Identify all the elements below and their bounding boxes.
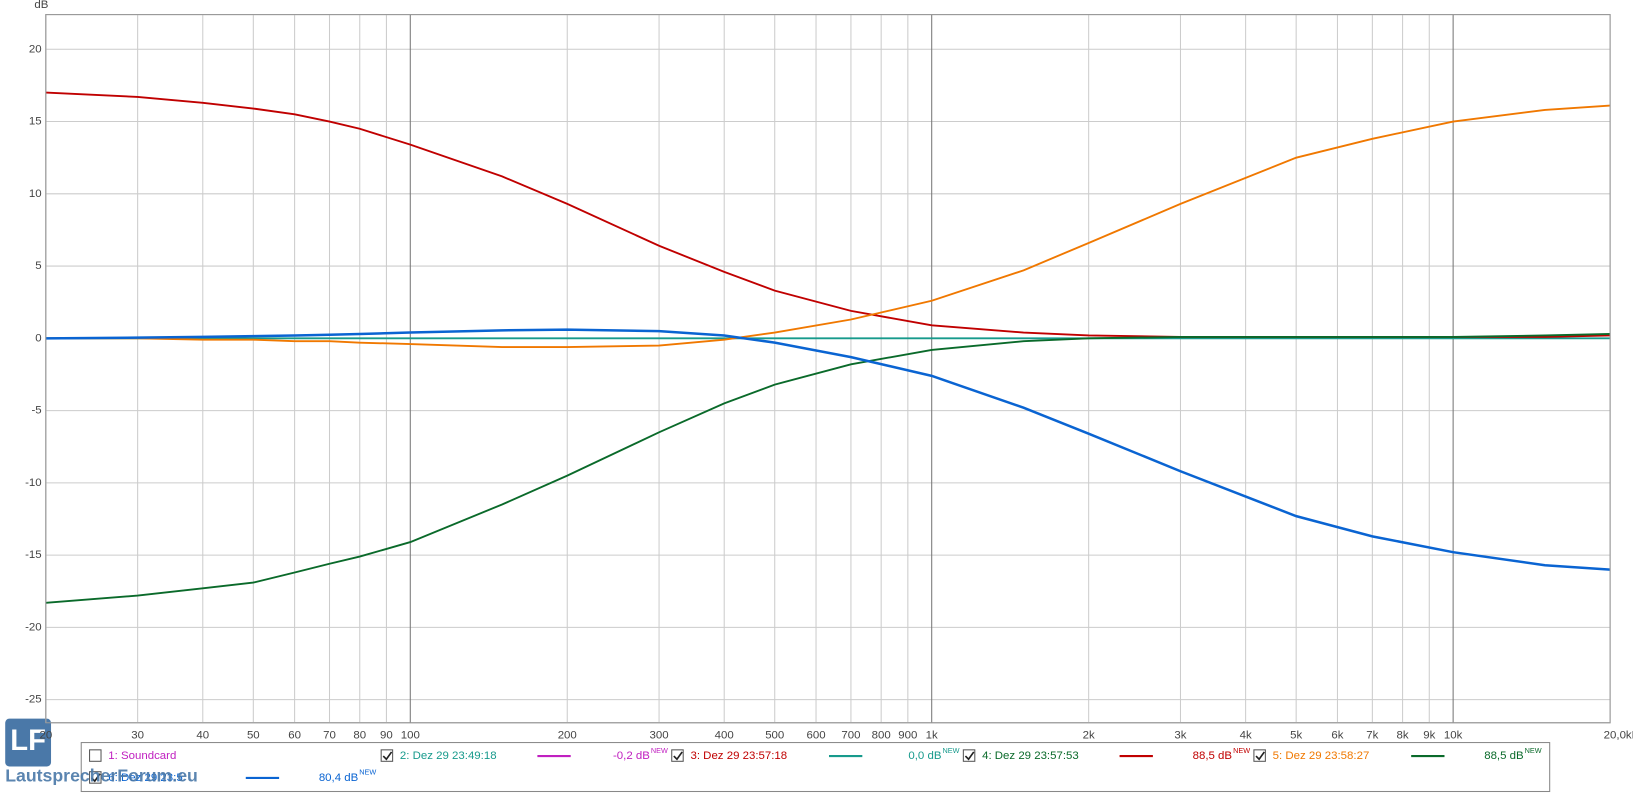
x-tick-label: 5k xyxy=(1290,729,1302,741)
x-tick-label: 800 xyxy=(872,729,891,741)
logo-text: LF xyxy=(10,725,46,757)
legend-label: 6: Dez 29 23:5 xyxy=(108,772,182,784)
legend-item[interactable]: 3: Dez 29 23:57:18 88,5 dB NEW xyxy=(671,746,1250,762)
x-tick-label: 300 xyxy=(650,729,669,741)
checkmark xyxy=(673,751,683,761)
checkmark xyxy=(964,751,975,761)
x-tick-label: 2k xyxy=(1083,729,1095,741)
legend-level: -0,2 dB xyxy=(613,750,650,762)
x-tick-label: 900 xyxy=(898,729,917,741)
legend-level: 0,0 dB xyxy=(908,750,941,762)
legend-item[interactable]: 2: Dez 29 23:49:18 0,0 dB NEW xyxy=(380,746,960,762)
legend-item[interactable]: 6: Dez 29 23:5 80,4 dB NEW xyxy=(89,768,377,784)
y-tick-label: -10 xyxy=(25,477,42,489)
checkbox[interactable] xyxy=(89,749,102,762)
x-tick-label: 200 xyxy=(558,729,577,741)
y-tick-label: 0 xyxy=(35,332,41,344)
legend-label: 3: Dez 29 23:57:18 xyxy=(690,750,787,762)
x-tick-label: 400 xyxy=(715,729,734,741)
x-tick-label: 20 xyxy=(39,729,52,741)
x-tick-label: 100 xyxy=(401,729,420,741)
y-tick-label: 10 xyxy=(29,188,42,200)
legend-item[interactable]: 1: Soundcard -0,2 dB NEW xyxy=(89,746,668,762)
x-tick-label: 600 xyxy=(806,729,825,741)
new-badge: NEW xyxy=(651,746,668,755)
x-tick-label: 80 xyxy=(353,729,366,741)
new-badge: NEW xyxy=(943,746,960,755)
logo xyxy=(5,718,52,767)
checkbox[interactable] xyxy=(1253,749,1266,762)
legend-label: 2: Dez 29 23:49:18 xyxy=(400,750,497,762)
y-tick-label: 15 xyxy=(29,116,42,128)
legend-label: 5: Dez 29 23:58:27 xyxy=(1273,750,1370,762)
y-tick-label: -15 xyxy=(25,549,42,561)
legend-level: 88,5 dB xyxy=(1484,750,1524,762)
data-line xyxy=(45,104,1611,348)
x-tick-label: 3k xyxy=(1174,729,1186,741)
x-tick-label: 50 xyxy=(247,729,260,741)
y-tick-label: -25 xyxy=(25,694,42,706)
new-badge: NEW xyxy=(359,768,376,777)
plot-area xyxy=(45,14,1611,724)
checkbox[interactable] xyxy=(962,749,976,762)
x-tick-label: 10k xyxy=(1444,729,1463,741)
checkmark xyxy=(382,751,393,761)
legend-item[interactable]: 4: Dez 29 23:57:53 88,5 dB NEW xyxy=(962,746,1542,762)
checkbox[interactable] xyxy=(89,771,102,784)
x-tick-label: 70 xyxy=(323,729,336,741)
new-badge: NEW xyxy=(1525,746,1542,755)
checkmark xyxy=(91,773,101,783)
watermark: LautsprecherForum.eu xyxy=(5,766,198,786)
new-badge: NEW xyxy=(1233,746,1250,755)
x-tick-label: 20,0kHz xyxy=(1604,729,1633,741)
y-axis-label: dB xyxy=(34,0,48,11)
x-tick-label: 30 xyxy=(131,729,144,741)
x-tick-label: 8k xyxy=(1397,729,1409,741)
legend-label: 4: Dez 29 23:57:53 xyxy=(982,750,1079,762)
checkmark xyxy=(1255,751,1266,761)
x-tick-label: 6k xyxy=(1331,729,1343,741)
legend-label: 1: Soundcard xyxy=(108,750,176,762)
legend-level: 88,5 dB xyxy=(1193,750,1233,762)
x-tick-label: 7k xyxy=(1366,729,1378,741)
data-line xyxy=(45,328,1611,571)
x-tick-label: 700 xyxy=(841,729,860,741)
x-tick-label: 500 xyxy=(765,729,784,741)
x-tick-label: 1k xyxy=(926,729,938,741)
checkbox[interactable] xyxy=(380,749,394,762)
checkbox[interactable] xyxy=(671,749,684,762)
x-tick-label: 4k xyxy=(1240,729,1252,741)
data-line xyxy=(45,333,1611,604)
legend xyxy=(80,742,1551,793)
y-tick-label: -5 xyxy=(31,405,41,417)
x-tick-label: 9k xyxy=(1423,729,1435,741)
plot-area xyxy=(45,14,1611,724)
y-tick-label: 20 xyxy=(29,43,42,55)
y-tick-label: 5 xyxy=(35,260,41,272)
y-tick-label: -20 xyxy=(25,621,42,633)
x-tick-label: 60 xyxy=(288,729,301,741)
legend-level: 80,4 dB xyxy=(319,772,359,784)
x-tick-label: 90 xyxy=(380,729,393,741)
x-tick-label: 40 xyxy=(196,729,209,741)
